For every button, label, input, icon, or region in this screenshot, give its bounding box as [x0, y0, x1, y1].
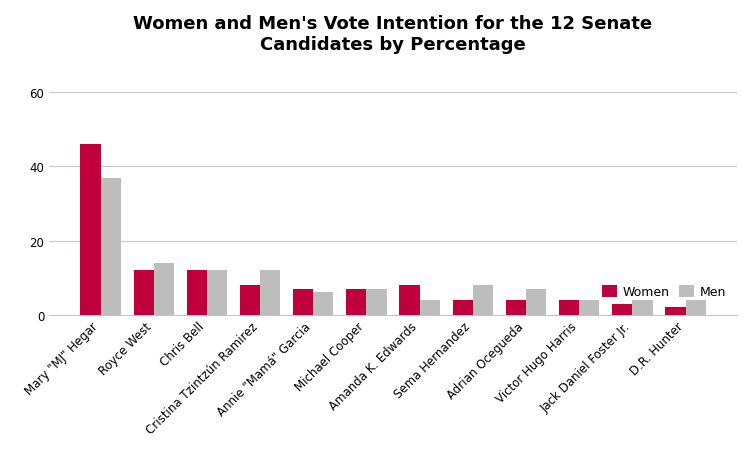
Bar [101, 178, 121, 315]
Bar [240, 285, 260, 315]
Bar [666, 308, 686, 315]
Bar [559, 300, 579, 315]
Bar [80, 145, 101, 315]
Bar [346, 289, 366, 315]
Title: Women and Men's Vote Intention for the 12 Senate
Candidates by Percentage: Women and Men's Vote Intention for the 1… [133, 15, 653, 54]
Bar [153, 263, 174, 315]
Bar [207, 271, 227, 315]
Legend: Women, Men: Women, Men [597, 281, 731, 304]
Bar [526, 289, 546, 315]
Bar [314, 293, 333, 315]
Bar [473, 285, 493, 315]
Bar [186, 271, 207, 315]
Bar [293, 289, 314, 315]
Bar [612, 304, 632, 315]
Bar [134, 271, 153, 315]
Bar [579, 300, 599, 315]
Bar [506, 300, 526, 315]
Bar [453, 300, 473, 315]
Bar [399, 285, 420, 315]
Bar [420, 300, 440, 315]
Bar [686, 300, 705, 315]
Bar [260, 271, 280, 315]
Bar [366, 289, 387, 315]
Bar [632, 300, 653, 315]
